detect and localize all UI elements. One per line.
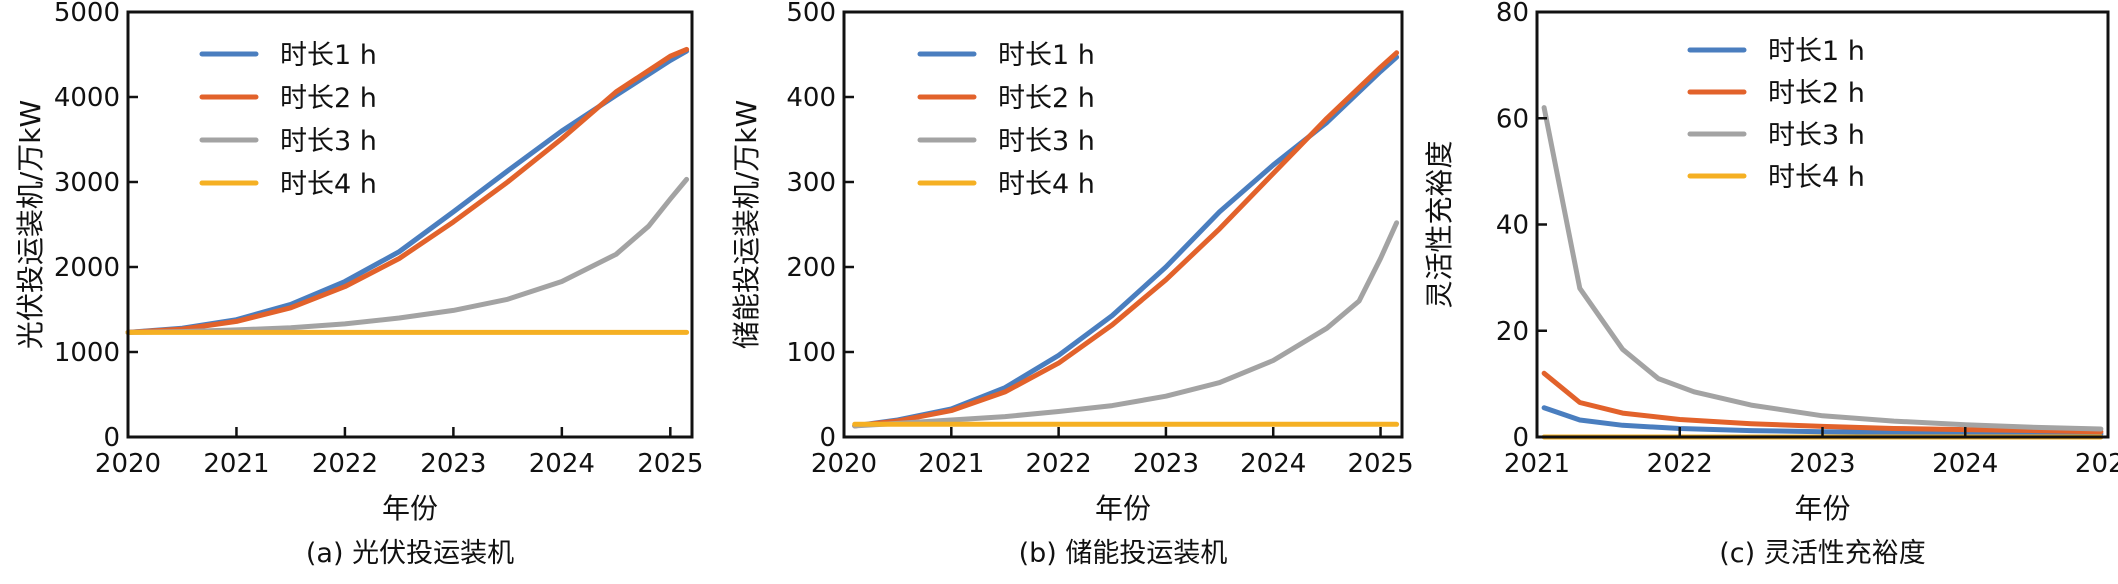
plot-frame (1535, 10, 2110, 439)
x-tick-label: 2020 (811, 449, 877, 479)
series-line-3 (852, 220, 1400, 429)
y-tick-label: 60 (1496, 104, 1529, 134)
panel-caption: (c) 灵活性充裕度 (1719, 538, 1926, 569)
plot-frame (126, 10, 694, 439)
y-tick-label: 0 (819, 423, 836, 453)
legend-label: 时长1 h (280, 40, 377, 71)
legend: 时长1 h 时长2 h 时长3 h 时长4 h (199, 40, 377, 200)
x-tick-label: 2025 (637, 449, 703, 479)
x-tick-label: 2024 (529, 449, 595, 479)
legend-label: 时长1 h (998, 40, 1095, 71)
legend-label: 时长4 h (998, 169, 1095, 200)
x-tick-label: 2022 (1647, 449, 1713, 479)
y-tick-label: 0 (1512, 423, 1529, 453)
x-tick-label: 2021 (918, 449, 984, 479)
x-tick-label: 2020 (95, 449, 161, 479)
y-axis-label: 光伏投运装机/万kW (14, 100, 47, 349)
x-tick-label: 2025 (2075, 449, 2118, 479)
x-axis-label: 年份 (1095, 492, 1151, 525)
chart-panel-1: 2020 2021 2022 2023 2024 2025 0 1000 2000 3000 400… (14, 0, 703, 569)
y-axis-label: 灵活性充裕度 (1423, 140, 1456, 308)
chart-panel-2: 2020 2021 2022 2023 2024 2025 0 100 200 300 400 500… (730, 0, 1414, 569)
x-axis-label: 年份 (1794, 492, 1850, 525)
series-line-2 (125, 46, 690, 335)
x-tick-label: 2021 (1504, 449, 1570, 479)
x-tick-label: 2022 (1026, 449, 1092, 479)
legend: 时长1 h 时长2 h 时长3 h 时长4 h (917, 40, 1095, 200)
y-tick-label: 100 (786, 338, 836, 368)
x-tick-label: 2023 (1789, 449, 1855, 479)
y-tick-label: 200 (786, 253, 836, 283)
y-tick-label: 4000 (54, 83, 120, 113)
legend-label: 时长4 h (280, 169, 377, 200)
y-tick-label: 5000 (54, 0, 120, 28)
y-tick-label: 40 (1496, 211, 1529, 241)
legend-label: 时长4 h (1768, 162, 1865, 193)
panel-caption: (a) 光伏投运装机 (306, 538, 514, 569)
y-tick-label: 500 (786, 0, 836, 28)
series-line-1 (1541, 405, 2104, 437)
y-tick-label: 20 (1496, 317, 1529, 347)
panel-caption: (b) 储能投运装机 (1019, 538, 1228, 569)
legend-label: 时长3 h (998, 126, 1095, 157)
x-tick-label: 2024 (1932, 449, 1998, 479)
chart-panel-3: 2021 2022 2023 2024 2025 0 20 40 60 80 年份 灵活性充裕度 (c)… (1423, 0, 2118, 569)
legend-label: 时长2 h (280, 83, 377, 114)
x-tick-label: 2023 (1133, 449, 1199, 479)
x-tick-label: 2021 (203, 449, 269, 479)
y-tick-label: 2000 (54, 253, 120, 283)
y-tick-label: 1000 (54, 338, 120, 368)
x-axis-label: 年份 (382, 492, 438, 525)
series-line-2 (1541, 370, 2104, 435)
legend-label: 时长3 h (280, 126, 377, 157)
y-tick-label: 80 (1496, 0, 1529, 28)
legend-label: 时长2 h (998, 83, 1095, 114)
series-line-1 (852, 54, 1400, 429)
legend-label: 时长3 h (1768, 120, 1865, 151)
y-axis-label: 储能投运装机/万kW (730, 100, 763, 349)
y-tick-label: 400 (786, 83, 836, 113)
series-line-1 (125, 48, 690, 335)
x-tick-label: 2025 (1347, 449, 1413, 479)
series-line-2 (852, 50, 1400, 429)
y-tick-label: 3000 (54, 168, 120, 198)
legend: 时长1 h 时长2 h 时长3 h 时长4 h (1687, 36, 1865, 193)
legend-label: 时长2 h (1768, 78, 1865, 109)
x-tick-label: 2022 (312, 449, 378, 479)
plot-frame (842, 10, 1404, 439)
y-tick-label: 0 (103, 423, 120, 453)
x-tick-label: 2023 (420, 449, 486, 479)
legend-label: 时长1 h (1768, 36, 1865, 67)
x-tick-label: 2024 (1240, 449, 1306, 479)
y-tick-label: 300 (786, 168, 836, 198)
series-line-3 (1541, 105, 2104, 432)
